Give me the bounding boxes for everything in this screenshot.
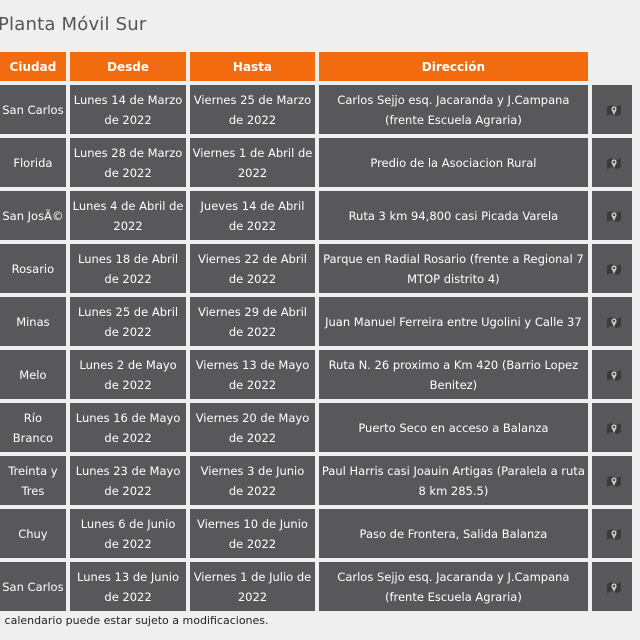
table-row: Minas Lunes 25 de Abril de 2022 Viernes 29… xyxy=(0,297,632,346)
cell-direccion: Puerto Seco en acceso a Balanza xyxy=(318,403,589,452)
cell-desde: Lunes 16 de Mayo de 2022 xyxy=(69,403,187,452)
header-desde: Desde xyxy=(69,52,187,81)
map-marker-icon[interactable] xyxy=(606,315,622,329)
table-row: Río Branco Lunes 16 de Mayo de 2022 Vierne… xyxy=(0,403,632,452)
table-row: Melo Lunes 2 de Mayo de 2022 Viernes 13 de… xyxy=(0,350,632,399)
header-ciudad: Ciudad xyxy=(0,52,66,81)
cell-map-link[interactable] xyxy=(592,456,632,505)
cell-ciudad: San JosÃ© xyxy=(0,191,66,240)
cell-direccion: Paul Harris casi Joauin Artigas (Paralel… xyxy=(318,456,589,505)
cell-hasta: Viernes 25 de Marzo de 2022 xyxy=(190,85,315,134)
cell-desde: Lunes 25 de Abril de 2022 xyxy=(69,297,187,346)
cell-ciudad: Florida xyxy=(0,138,66,187)
cell-desde: Lunes 23 de Mayo de 2022 xyxy=(69,456,187,505)
cell-map-link[interactable] xyxy=(592,85,632,134)
header-hasta: Hasta xyxy=(190,52,315,81)
cell-map-link[interactable] xyxy=(592,562,632,611)
map-marker-icon[interactable] xyxy=(606,368,622,382)
cell-desde: Lunes 4 de Abril de 2022 xyxy=(69,191,187,240)
cell-hasta: Viernes 22 de Abril de 2022 xyxy=(190,244,315,293)
cell-desde: Lunes 2 de Mayo de 2022 xyxy=(69,350,187,399)
cell-ciudad: Rosario xyxy=(0,244,66,293)
cell-desde: Lunes 13 de Junio de 2022 xyxy=(69,562,187,611)
map-marker-icon[interactable] xyxy=(606,580,622,594)
cell-desde: Lunes 18 de Abril de 2022 xyxy=(69,244,187,293)
cell-ciudad: Minas xyxy=(0,297,66,346)
cell-direccion: Carlos Sejjo esq. Jacaranda y J.Campana … xyxy=(318,562,589,611)
cell-map-link[interactable] xyxy=(592,403,632,452)
cell-hasta: Viernes 1 de Abril de 2022 xyxy=(190,138,315,187)
table-row: San JosÃ© Lunes 4 de Abril de 2022 Jueves … xyxy=(0,191,632,240)
cell-map-link[interactable] xyxy=(592,138,632,187)
cell-hasta: Viernes 10 de Junio de 2022 xyxy=(190,509,315,558)
table-header-row: Ciudad Desde Hasta Dirección xyxy=(0,52,632,81)
table-row: Chuy Lunes 6 de Junio de 2022 Viernes 10 d… xyxy=(0,509,632,558)
cell-direccion: Ruta N. 26 proximo a Km 420 (Barrio Lope… xyxy=(318,350,589,399)
cell-ciudad: Melo xyxy=(0,350,66,399)
schedule-table: Ciudad Desde Hasta Dirección San Carlos L… xyxy=(0,48,636,615)
cell-desde: Lunes 6 de Junio de 2022 xyxy=(69,509,187,558)
cell-direccion: Ruta 3 km 94,800 casi Picada Varela xyxy=(318,191,589,240)
footnote: l calendario puede estar sujeto a modifi… xyxy=(0,614,269,627)
page-title: Planta Móvil Sur xyxy=(0,14,147,35)
cell-direccion: Predio de la Asociacion Rural xyxy=(318,138,589,187)
cell-desde: Lunes 28 de Marzo de 2022 xyxy=(69,138,187,187)
map-marker-icon[interactable] xyxy=(606,209,622,223)
cell-map-link[interactable] xyxy=(592,509,632,558)
map-marker-icon[interactable] xyxy=(606,156,622,170)
cell-hasta: Jueves 14 de Abril de 2022 xyxy=(190,191,315,240)
cell-direccion: Paso de Frontera, Salida Balanza xyxy=(318,509,589,558)
cell-hasta: Viernes 1 de Julio de 2022 xyxy=(190,562,315,611)
table-row: Rosario Lunes 18 de Abril de 2022 Viernes … xyxy=(0,244,632,293)
table-row: Florida Lunes 28 de Marzo de 2022 Viernes … xyxy=(0,138,632,187)
cell-direccion: Carlos Sejjo esq. Jacaranda y J.Campana … xyxy=(318,85,589,134)
cell-desde: Lunes 14 de Marzo de 2022 xyxy=(69,85,187,134)
cell-map-link[interactable] xyxy=(592,244,632,293)
table-row: San Carlos Lunes 13 de Junio de 2022 Viern… xyxy=(0,562,632,611)
cell-direccion: Juan Manuel Ferreira entre Ugolini y Cal… xyxy=(318,297,589,346)
map-marker-icon[interactable] xyxy=(606,474,622,488)
header-map xyxy=(592,52,632,81)
cell-ciudad: San Carlos xyxy=(0,85,66,134)
table-row: Treinta y Tres Lunes 23 de Mayo de 2022 Vi… xyxy=(0,456,632,505)
cell-map-link[interactable] xyxy=(592,297,632,346)
cell-ciudad: Treinta y Tres xyxy=(0,456,66,505)
cell-ciudad: Río Branco xyxy=(0,403,66,452)
cell-hasta: Viernes 29 de Abril de 2022 xyxy=(190,297,315,346)
cell-hasta: Viernes 20 de Mayo de 2022 xyxy=(190,403,315,452)
cell-hasta: Viernes 13 de Mayo de 2022 xyxy=(190,350,315,399)
table-row: San Carlos Lunes 14 de Marzo de 2022 Viern… xyxy=(0,85,632,134)
map-marker-icon[interactable] xyxy=(606,527,622,541)
cell-hasta: Viernes 3 de Junio de 2022 xyxy=(190,456,315,505)
map-marker-icon[interactable] xyxy=(606,103,622,117)
cell-ciudad: Chuy xyxy=(0,509,66,558)
cell-map-link[interactable] xyxy=(592,350,632,399)
cell-map-link[interactable] xyxy=(592,191,632,240)
cell-ciudad: San Carlos xyxy=(0,562,66,611)
header-direccion: Dirección xyxy=(318,52,589,81)
cell-direccion: Parque en Radial Rosario (frente a Regio… xyxy=(318,244,589,293)
map-marker-icon[interactable] xyxy=(606,262,622,276)
map-marker-icon[interactable] xyxy=(606,421,622,435)
